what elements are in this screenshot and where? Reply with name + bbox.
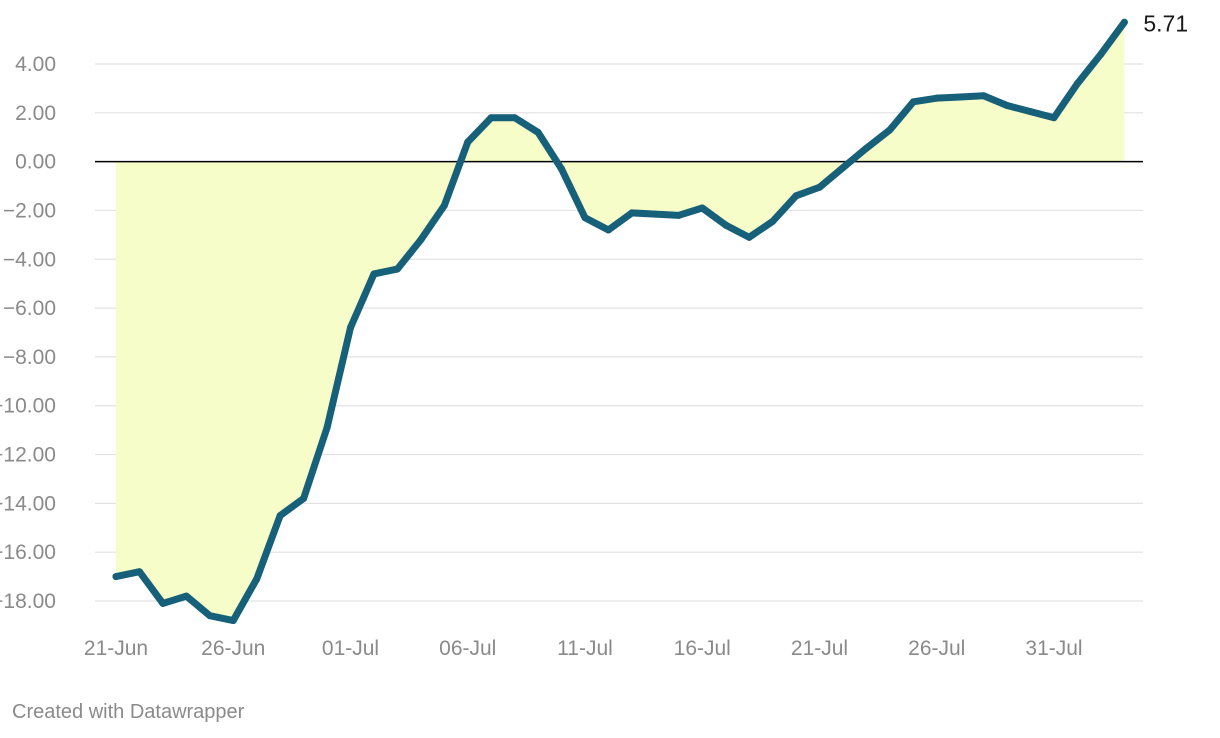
y-tick-label: −8.00	[3, 346, 56, 369]
data-point	[909, 98, 917, 106]
x-tick-label: 01-Jul	[322, 637, 379, 660]
data-point	[1097, 50, 1105, 58]
data-point	[182, 592, 190, 600]
x-tick-label: 26-Jul	[908, 637, 965, 660]
data-point	[651, 210, 659, 218]
y-tick-label: −4.00	[3, 248, 56, 271]
data-point	[558, 165, 566, 173]
data-point	[253, 575, 261, 583]
x-axis-labels: 21-Jun 26-Jun 01-Jul 06-Jul 11-Jul 16-Jul 21-J…	[84, 637, 1083, 660]
data-point	[862, 144, 870, 152]
x-tick-label: 21-Jul	[791, 637, 848, 660]
data-point	[745, 233, 753, 241]
x-tick-label: 11-Jul	[557, 637, 613, 660]
data-point	[487, 114, 495, 122]
area-chart: 4.00 2.00 0.00 −2.00 −4.00 −6.00 −8.00 −10.00 −1…	[0, 10, 1188, 660]
y-tick-label: −16.00	[0, 541, 56, 564]
data-point	[159, 599, 167, 607]
x-tick-label: 26-Jun	[201, 637, 265, 660]
data-point	[792, 192, 800, 200]
data-point	[769, 217, 777, 225]
data-point	[511, 114, 519, 122]
y-tick-label: 0.00	[15, 151, 56, 174]
data-point	[276, 512, 284, 520]
data-point	[886, 126, 894, 134]
data-point	[1073, 80, 1081, 88]
y-axis-labels: 4.00 2.00 0.00 −2.00 −4.00 −6.00 −8.00 −10.00 −1…	[0, 53, 56, 613]
data-point	[135, 568, 143, 576]
x-tick-label: 16-Jul	[674, 637, 731, 660]
data-point	[393, 265, 401, 273]
data-point	[675, 211, 683, 219]
data-point	[956, 93, 964, 101]
data-point	[206, 612, 214, 620]
series-line-path	[112, 18, 1128, 625]
data-point	[440, 202, 448, 210]
data-point	[604, 226, 612, 234]
y-tick-label: 4.00	[15, 53, 56, 76]
data-point	[628, 209, 636, 217]
data-point	[112, 573, 120, 581]
data-point	[839, 164, 847, 172]
data-point	[1120, 18, 1128, 26]
data-point	[464, 138, 472, 146]
y-tick-label: −10.00	[0, 395, 56, 418]
data-point	[323, 424, 331, 432]
data-point	[816, 183, 823, 191]
x-tick-label: 06-Jul	[439, 637, 496, 660]
y-tick-label: −12.00	[0, 444, 56, 467]
area-fill	[116, 22, 1125, 621]
data-point	[1050, 114, 1058, 122]
x-tick-label: 21-Jun	[84, 637, 148, 660]
data-point	[1027, 108, 1035, 116]
data-point	[347, 324, 354, 332]
x-tick-label: 31-Jul	[1025, 637, 1082, 660]
data-point	[417, 236, 425, 244]
data-point	[1003, 102, 1011, 109]
data-point	[300, 494, 308, 502]
data-point	[229, 617, 237, 625]
data-point	[534, 128, 542, 136]
y-tick-label: −14.00	[0, 492, 56, 515]
end-value-label: 5.71	[1143, 10, 1188, 36]
series-line	[112, 18, 1128, 625]
data-point	[933, 94, 941, 102]
y-tick-label: 2.00	[15, 102, 56, 125]
data-point	[722, 221, 730, 229]
data-point	[581, 214, 589, 222]
area-shape	[116, 22, 1125, 621]
y-tick-label: −2.00	[3, 199, 56, 222]
datawrapper-credit: Created with Datawrapper	[12, 701, 245, 723]
end-annotation: 5.71	[1143, 10, 1188, 36]
data-point	[980, 92, 988, 100]
y-tick-label: −18.00	[0, 590, 56, 613]
data-point	[370, 270, 378, 278]
y-tick-label: −6.00	[3, 297, 56, 320]
data-point	[698, 204, 706, 212]
